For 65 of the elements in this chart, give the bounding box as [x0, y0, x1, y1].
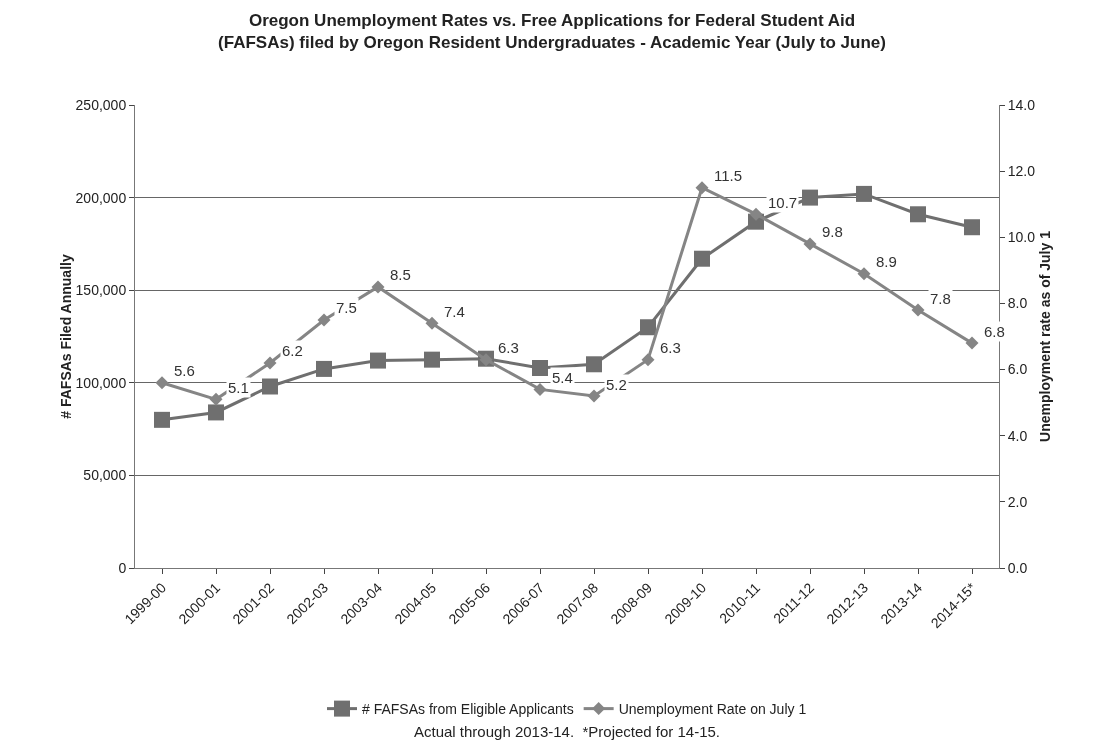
point [749, 207, 763, 221]
point [262, 378, 278, 395]
y-tick-label: 100,000 [75, 374, 127, 391]
data-label: 6.3 [498, 339, 519, 356]
point [317, 313, 331, 327]
point [856, 185, 872, 202]
point [857, 267, 871, 281]
point [533, 382, 547, 396]
point [155, 376, 169, 390]
point [640, 319, 656, 336]
y2-tick-label: 4.0 [1007, 427, 1028, 444]
text: Actual through 2013-14. *Projected for 14-15. [414, 723, 721, 740]
point [964, 219, 980, 236]
point [803, 237, 817, 251]
point [209, 392, 223, 406]
y2-tick-label: 2.0 [1007, 493, 1028, 510]
data-label: 8.9 [876, 253, 897, 270]
point [586, 356, 602, 373]
y2-axis-title: Unemployment rate as of July 1 [1037, 230, 1054, 442]
data-label: 7.4 [444, 303, 465, 320]
data-label: 9.8 [822, 223, 843, 240]
data-label: 6.8 [984, 323, 1005, 340]
point [208, 404, 224, 421]
data-label: 7.8 [930, 290, 951, 307]
data-label: 8.5 [390, 266, 411, 283]
point [154, 411, 170, 428]
point [263, 356, 277, 370]
data-label: 5.2 [606, 376, 627, 393]
point [532, 359, 548, 376]
y2-tick-label: 8.0 [1007, 295, 1028, 312]
y-tick-label: 250,000 [75, 96, 127, 113]
y2-tick-label: 6.0 [1007, 361, 1028, 378]
point [911, 303, 925, 317]
y-tick-label: 50,000 [83, 467, 127, 484]
y2-tick-label: 14.0 [1007, 96, 1036, 113]
point [425, 316, 439, 330]
legend-label: # FAFSAs from Eligible Applicants [362, 701, 574, 718]
point [316, 360, 332, 377]
point [695, 181, 709, 195]
data-label: 7.5 [336, 299, 357, 316]
point [910, 206, 926, 223]
y2-tick-label: 10.0 [1007, 229, 1036, 246]
point [424, 351, 440, 368]
y2-tick-label: 0.0 [1007, 559, 1028, 576]
data-label: 5.4 [552, 369, 573, 386]
point [370, 352, 386, 369]
point [802, 189, 818, 206]
legend-label: Unemployment Rate on July 1 [618, 701, 807, 718]
chart-title: Oregon Unemployment Rates vs. Free Applications for Federal Student Aid (FAFSAs) filed by Oregon Resident Undergraduates - Academic Year (July to June) [218, 11, 886, 53]
data-label: 6.3 [660, 339, 681, 356]
point [694, 250, 710, 267]
point [587, 389, 601, 403]
data-label: 5.1 [228, 379, 249, 396]
y-axis-title: # FAFSAs Filed Annually [57, 254, 74, 419]
y-tick-label: 150,000 [75, 282, 127, 299]
data-label: 5.6 [174, 362, 195, 379]
y-tick-label: 0 [118, 559, 127, 576]
point [965, 336, 979, 350]
y2-tick-label: 12.0 [1007, 163, 1036, 180]
data-label: 6.2 [282, 342, 303, 359]
data-label: 10.7 [768, 194, 798, 211]
point [371, 280, 385, 294]
data-label: 11.5 [714, 167, 743, 184]
y-tick-label: 200,000 [75, 189, 127, 206]
point [641, 353, 655, 367]
